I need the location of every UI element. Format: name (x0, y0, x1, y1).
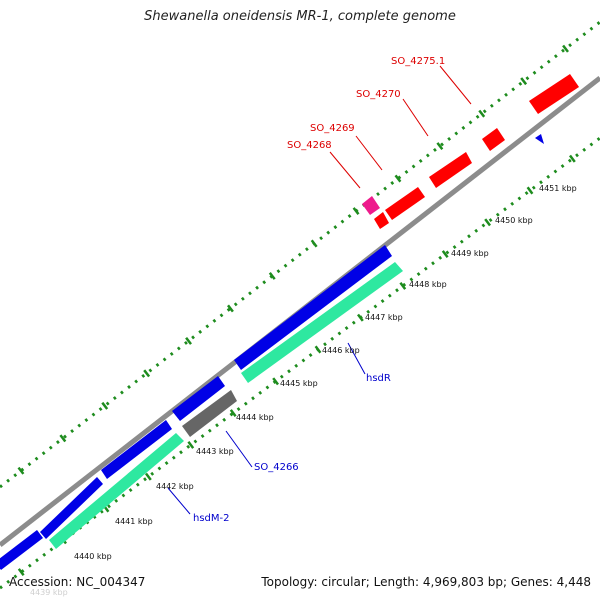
forward-gene-hsdr[interactable] (234, 245, 392, 370)
reverse-gene-hsdm-2[interactable] (49, 433, 184, 549)
direction-marker (535, 134, 544, 144)
label-so-4275-1: SO_4275.1 (391, 56, 445, 67)
forward-gene-2[interactable] (40, 477, 103, 539)
upper-dotted-guide (0, 20, 600, 489)
forward-strand-genes (0, 245, 392, 570)
label-so-4270: SO_4270 (356, 89, 401, 100)
faint-scale-label: 4439 kbp (30, 588, 68, 597)
minor-tick (310, 239, 318, 248)
scale-label: 4440 kbp (74, 552, 112, 561)
label-so-4269: SO_4269 (310, 123, 355, 134)
scale-label: 4443 kbp (196, 447, 234, 456)
accession-text: Accession: NC_004347 (9, 575, 146, 589)
forward-gene-3[interactable] (101, 420, 172, 479)
minor-tick (399, 281, 407, 290)
minor-tick (441, 250, 449, 259)
lower-minor-ticks (17, 154, 576, 577)
rna-genes (374, 74, 579, 229)
minor-tick (59, 434, 67, 443)
minor-tick (17, 568, 25, 577)
minor-tick (229, 409, 237, 418)
minor-tick (227, 304, 234, 313)
scale-label: 4449 kbp (451, 249, 489, 258)
scale-label: 4447 kbp (365, 313, 403, 322)
map-title: Shewanella oneidensis MR-1, complete gen… (144, 9, 456, 24)
minor-tick (145, 472, 152, 481)
minor-tick (568, 154, 576, 163)
minor-tick (520, 77, 528, 86)
scale-label: 4442 kbp (156, 482, 194, 491)
minor-tick (356, 313, 364, 322)
topology-text: Topology: circular; Length: 4,969,803 bp… (261, 575, 591, 589)
minor-tick (187, 440, 195, 449)
rna-gene-so-4268[interactable] (374, 212, 389, 229)
scale-label: 4445 kbp (280, 379, 318, 388)
minor-tick (436, 142, 444, 151)
scale-label: 4446 kbp (322, 346, 360, 355)
reverse-strand-genes (49, 262, 403, 549)
minor-tick (562, 44, 569, 53)
scale-label: 4448 kbp (409, 280, 447, 289)
misc-feature[interactable] (362, 196, 380, 215)
minor-tick (272, 377, 280, 386)
minor-tick (526, 186, 534, 195)
rna-gene-small[interactable] (482, 128, 505, 151)
rna-gene-so-4269[interactable] (385, 187, 425, 220)
rna-gene-so-4270[interactable] (429, 152, 472, 188)
scale-label: 4451 kbp (539, 184, 577, 193)
minor-tick (17, 466, 25, 475)
forward-gene-1[interactable] (0, 530, 43, 570)
label-so-4268: SO_4268 (287, 140, 332, 151)
minor-tick (352, 207, 360, 215)
label-hsdr: hsdR (366, 373, 391, 384)
minor-tick (484, 218, 492, 227)
minor-tick (268, 272, 276, 280)
reverse-gene-hsds[interactable] (241, 262, 403, 383)
lower-dotted-guide (0, 136, 600, 590)
scale-label: 4441 kbp (115, 517, 153, 526)
label-hsdm-2: hsdM-2 (193, 513, 230, 524)
scale-label: 4444 kbp (236, 413, 274, 422)
scale-label: 4450 kbp (495, 216, 533, 225)
rna-gene-so-4275-1[interactable] (529, 74, 579, 114)
scale-labels: 4440 kbp 4441 kbp 4442 kbp 4443 kbp 4444… (74, 184, 577, 561)
label-so-4266: SO_4266 (254, 462, 299, 473)
minor-tick (143, 369, 151, 378)
blue-leader-lines (167, 342, 366, 515)
minor-tick (478, 109, 486, 118)
pseudo-gene-so-4266[interactable] (182, 390, 237, 437)
minor-tick (101, 401, 109, 410)
minor-tick (394, 174, 402, 183)
upper-minor-ticks (17, 44, 569, 475)
minor-tick (185, 336, 192, 345)
forward-gene-4[interactable] (172, 376, 225, 421)
red-leader-lines (329, 65, 472, 189)
minor-tick (314, 345, 322, 354)
